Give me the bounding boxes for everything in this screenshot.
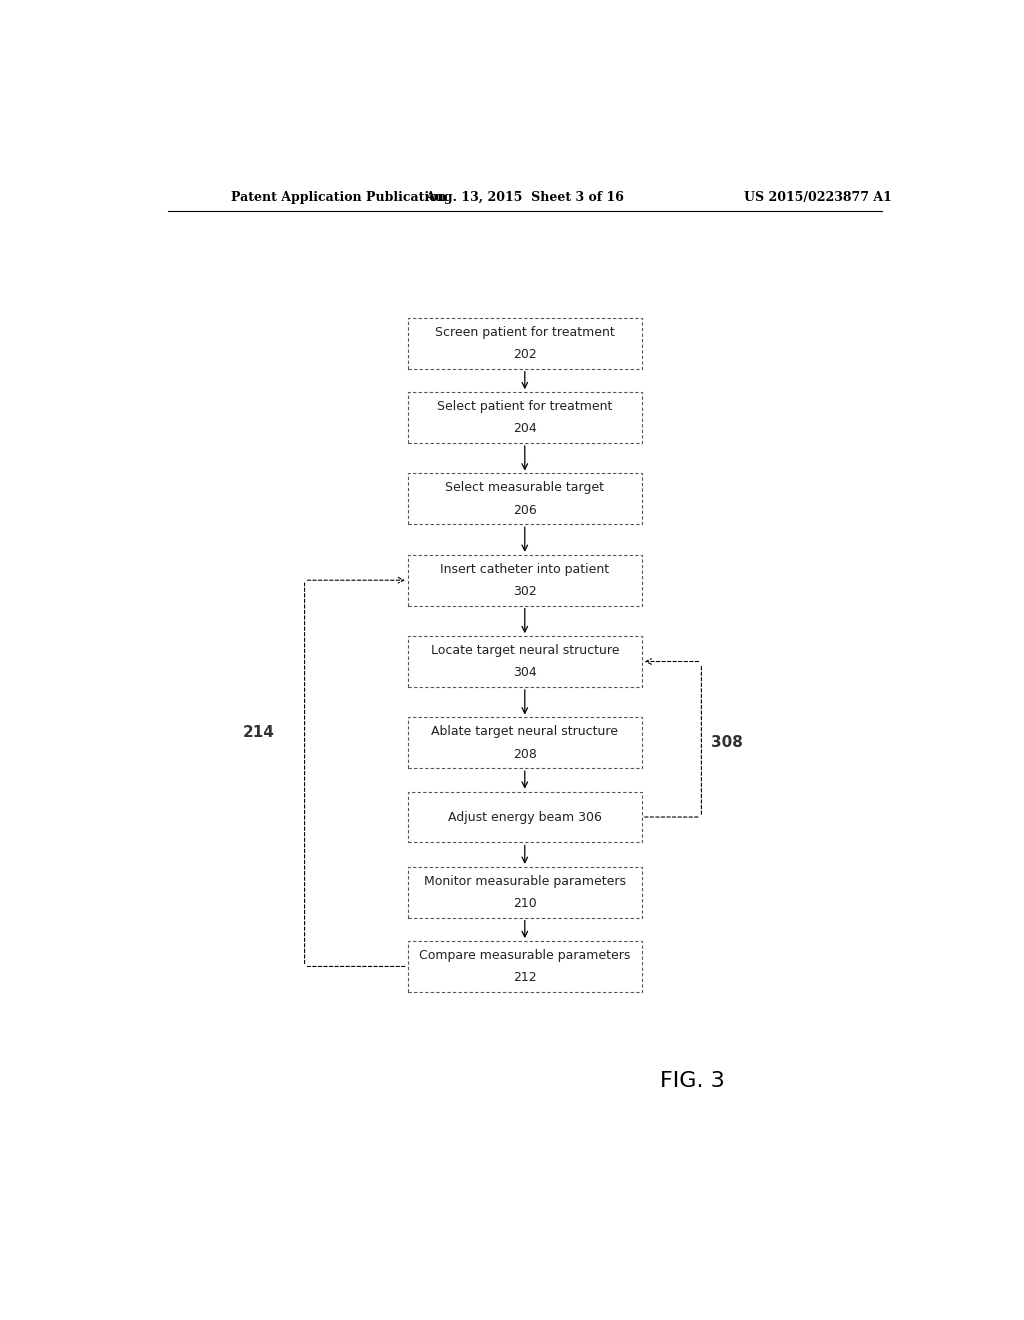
Text: 210: 210 xyxy=(513,896,537,909)
Text: 208: 208 xyxy=(513,747,537,760)
Text: Screen patient for treatment: Screen patient for treatment xyxy=(435,326,614,339)
Text: Aug. 13, 2015  Sheet 3 of 16: Aug. 13, 2015 Sheet 3 of 16 xyxy=(425,190,625,203)
Text: FIG. 3: FIG. 3 xyxy=(659,1072,724,1092)
Text: 308: 308 xyxy=(712,735,743,750)
Text: Patent Application Publication: Patent Application Publication xyxy=(231,190,446,203)
Text: Select patient for treatment: Select patient for treatment xyxy=(437,400,612,413)
Text: 212: 212 xyxy=(513,972,537,985)
Text: Monitor measurable parameters: Monitor measurable parameters xyxy=(424,875,626,887)
FancyBboxPatch shape xyxy=(408,718,642,768)
Text: Compare measurable parameters: Compare measurable parameters xyxy=(419,949,631,962)
FancyBboxPatch shape xyxy=(408,636,642,686)
Text: Locate target neural structure: Locate target neural structure xyxy=(430,644,620,657)
FancyBboxPatch shape xyxy=(408,392,642,444)
Text: Insert catheter into patient: Insert catheter into patient xyxy=(440,562,609,576)
FancyBboxPatch shape xyxy=(408,318,642,368)
Text: Ablate target neural structure: Ablate target neural structure xyxy=(431,725,618,738)
Text: US 2015/0223877 A1: US 2015/0223877 A1 xyxy=(744,190,892,203)
FancyBboxPatch shape xyxy=(408,792,642,842)
FancyBboxPatch shape xyxy=(408,554,642,606)
FancyBboxPatch shape xyxy=(408,474,642,524)
FancyBboxPatch shape xyxy=(408,941,642,991)
Text: 206: 206 xyxy=(513,503,537,516)
Text: 204: 204 xyxy=(513,422,537,436)
Text: Adjust energy beam 306: Adjust energy beam 306 xyxy=(447,810,602,824)
Text: 214: 214 xyxy=(243,725,274,741)
FancyBboxPatch shape xyxy=(408,867,642,917)
Text: 202: 202 xyxy=(513,348,537,362)
Text: 302: 302 xyxy=(513,585,537,598)
Text: Select measurable target: Select measurable target xyxy=(445,482,604,494)
Text: 304: 304 xyxy=(513,667,537,680)
